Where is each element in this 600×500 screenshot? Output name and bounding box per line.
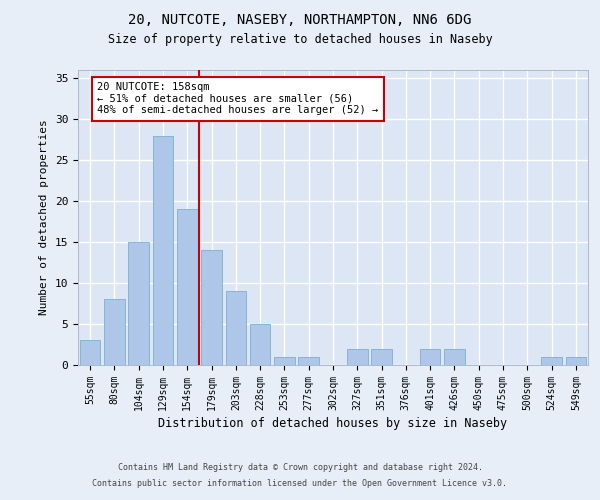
Bar (371, 348, 392, 365)
Bar (444, 348, 465, 365)
Bar (152, 136, 173, 365)
Bar (274, 357, 295, 365)
Bar (104, 300, 125, 365)
Text: Contains public sector information licensed under the Open Government Licence v3: Contains public sector information licen… (92, 478, 508, 488)
Bar (566, 357, 586, 365)
Bar (298, 357, 319, 365)
Text: 20 NUTCOTE: 158sqm
← 51% of detached houses are smaller (56)
48% of semi-detache: 20 NUTCOTE: 158sqm ← 51% of detached hou… (97, 82, 379, 116)
Bar (420, 348, 440, 365)
Text: Size of property relative to detached houses in Naseby: Size of property relative to detached ho… (107, 32, 493, 46)
Bar (347, 348, 368, 365)
Bar (128, 242, 149, 365)
Y-axis label: Number of detached properties: Number of detached properties (39, 120, 49, 316)
X-axis label: Distribution of detached houses by size in Naseby: Distribution of detached houses by size … (158, 417, 508, 430)
Bar (177, 210, 197, 365)
Bar (80, 340, 100, 365)
Bar (226, 291, 246, 365)
Bar (250, 324, 271, 365)
Text: Contains HM Land Registry data © Crown copyright and database right 2024.: Contains HM Land Registry data © Crown c… (118, 464, 482, 472)
Text: 20, NUTCOTE, NASEBY, NORTHAMPTON, NN6 6DG: 20, NUTCOTE, NASEBY, NORTHAMPTON, NN6 6D… (128, 12, 472, 26)
Bar (201, 250, 222, 365)
Bar (541, 357, 562, 365)
